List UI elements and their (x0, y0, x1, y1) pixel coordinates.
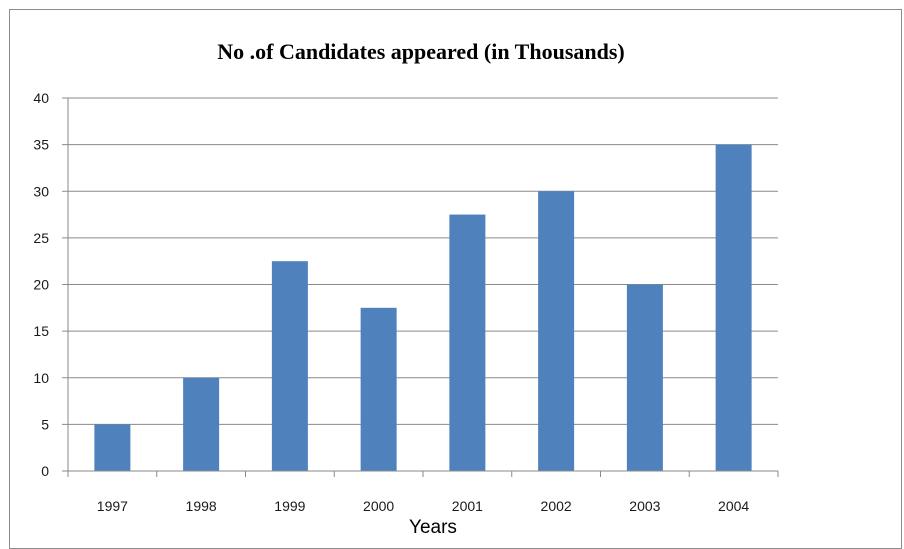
y-tick-label: 10 (33, 370, 49, 386)
y-tick-label: 25 (33, 230, 49, 246)
x-tick-label: 2001 (452, 498, 483, 514)
bar-2003 (626, 284, 663, 471)
bar-1998 (183, 377, 220, 471)
x-tick-labels: 1997 1998 1999 2000 2001 2002 2003 2004 (97, 498, 750, 514)
y-tick-label: 5 (41, 416, 49, 432)
x-tick-label: 2004 (718, 498, 749, 514)
y-tick-label: 40 (33, 90, 49, 106)
bar-2002 (538, 191, 575, 471)
y-tick-label: 0 (41, 463, 49, 479)
chart-title: No .of Candidates appeared (in Thousands… (217, 39, 625, 64)
axes (67, 98, 779, 477)
gridlines (62, 97, 778, 472)
bar-2004 (715, 144, 752, 471)
x-tick-label: 2002 (541, 498, 572, 514)
x-tick-label: 2003 (629, 498, 660, 514)
y-tick-label: 15 (33, 323, 49, 339)
bar-2001 (449, 214, 486, 471)
x-tick-label: 1999 (274, 498, 305, 514)
bar-2000 (360, 307, 397, 471)
bar-1999 (271, 261, 308, 471)
x-axis-label: Years (409, 517, 457, 538)
y-tick-label: 20 (33, 277, 49, 293)
x-tick-label: 1998 (186, 498, 217, 514)
y-tick-label: 35 (33, 137, 49, 153)
y-tick-labels: 0 5 10 15 20 25 30 35 40 (33, 90, 49, 479)
y-tick-label: 30 (33, 183, 49, 199)
bars (94, 144, 752, 471)
x-tick-label: 2000 (363, 498, 394, 514)
x-tick-label: 1997 (97, 498, 128, 514)
bar-1997 (94, 424, 131, 471)
